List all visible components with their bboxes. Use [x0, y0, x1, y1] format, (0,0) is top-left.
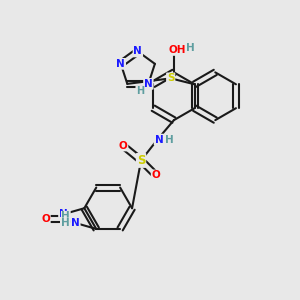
Text: H: H	[61, 218, 69, 228]
Text: N: N	[134, 46, 142, 56]
Text: H: H	[136, 86, 144, 96]
Text: OH: OH	[168, 45, 186, 55]
Text: N: N	[59, 209, 68, 219]
Text: N: N	[116, 59, 125, 69]
Text: S: S	[167, 73, 174, 83]
Text: N: N	[71, 218, 80, 228]
Text: O: O	[152, 170, 160, 180]
Text: O: O	[119, 140, 128, 151]
Text: S: S	[137, 154, 145, 167]
Text: H: H	[186, 44, 195, 53]
Text: H: H	[61, 212, 70, 221]
Text: N: N	[144, 79, 153, 89]
Text: H: H	[165, 134, 174, 145]
Text: N: N	[154, 134, 163, 145]
Text: O: O	[41, 214, 50, 224]
